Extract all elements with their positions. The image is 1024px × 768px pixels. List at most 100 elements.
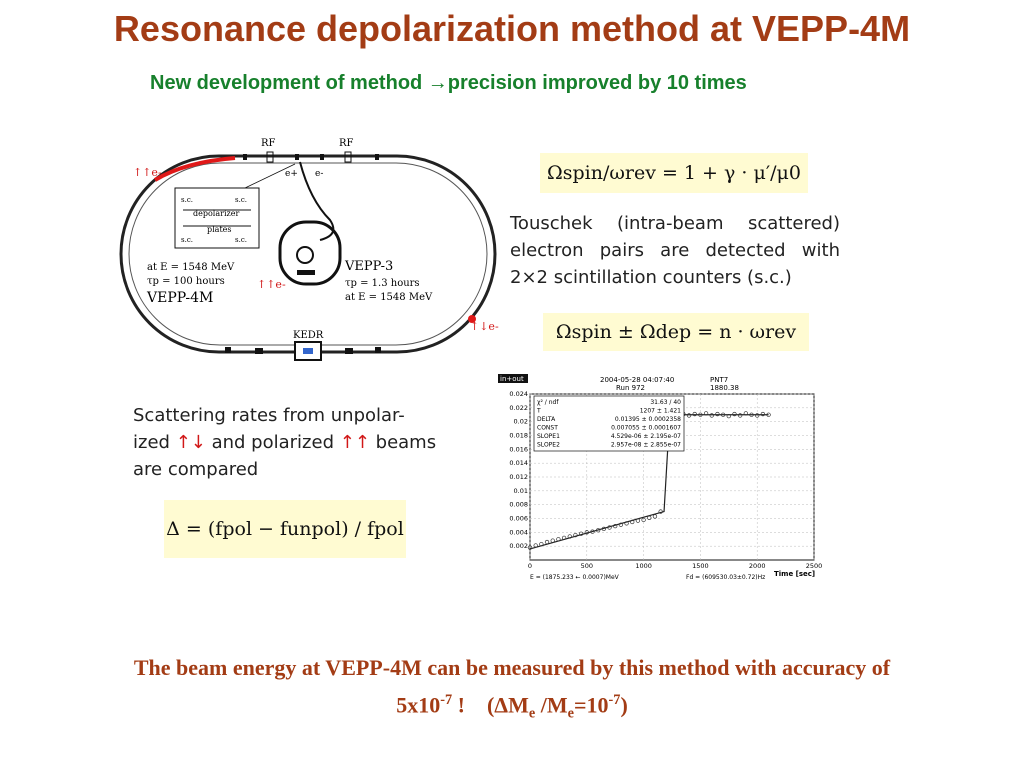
y-tick-label: 0.022	[509, 404, 528, 412]
data-point	[732, 411, 737, 417]
vepp4m-tau: τp = 100 hours	[147, 276, 225, 287]
data-point	[556, 537, 561, 542]
plot-id: PNT7	[710, 376, 728, 384]
data-point	[618, 522, 624, 527]
vepp3-ring	[278, 220, 342, 286]
ratio-exponent: -7	[608, 692, 621, 708]
scattering-text-c: beams are compared	[133, 432, 437, 480]
slide-subtitle: New development of method →precision imp…	[150, 72, 747, 94]
data-point	[635, 518, 641, 523]
data-point	[647, 515, 652, 520]
sc-label: s.c.	[235, 196, 247, 204]
data-point	[686, 413, 692, 418]
data-point	[596, 528, 601, 533]
accuracy-exponent: -7	[440, 692, 453, 708]
beam-right-label: ↑↓e-	[470, 320, 499, 333]
slide-title: Resonance depolarization method at VEPP-…	[113, 8, 911, 49]
data-point	[539, 541, 544, 547]
y-tick-label: 0.014	[509, 459, 528, 467]
spin-tune-formula: Ωspin/ωrev = 1 + γ · μ′/μ0	[540, 153, 808, 193]
y-tick-label: 0.002	[509, 542, 528, 550]
electron-label: e-	[315, 169, 323, 179]
plot-footer-right: Fd = (609530.03±0.72)Hz	[686, 574, 765, 581]
y-tick-label: 0.016	[509, 445, 528, 453]
depolarization-plot: in+out 2004-05-28 04:07:40 Run 972 PNT7 …	[496, 372, 826, 582]
data-point	[624, 521, 629, 526]
ratio-eq: =10	[573, 692, 609, 718]
data-point	[550, 538, 555, 543]
sc-label: s.c.	[181, 196, 193, 204]
ratio-sub-2: e	[567, 705, 574, 722]
accelerator-diagram: RF RF e+ e- VEPP-3 τp = 1.3 hours at E =…	[119, 138, 499, 361]
stats-value: 31.63 / 40	[650, 399, 681, 406]
beam-mid-label: ↑↑e-	[257, 278, 286, 291]
stats-key: CONST	[537, 425, 558, 432]
data-point	[726, 413, 731, 419]
kedr-label: KEDR	[293, 330, 324, 341]
stats-key: χ² / ndf	[537, 399, 559, 406]
scattering-text-a: Scattering rates from unpolar-ized	[133, 405, 405, 453]
ratio-close: )	[620, 692, 628, 718]
data-point	[766, 412, 771, 417]
data-point	[703, 411, 709, 416]
data-point	[760, 411, 766, 417]
data-point	[584, 530, 589, 535]
plot-run: Run 972	[616, 384, 645, 392]
plates-label: plates	[207, 225, 232, 234]
polarized-beam-arc	[153, 156, 236, 182]
data-point	[601, 526, 606, 532]
data-point	[578, 531, 584, 536]
resonance-condition-formula: Ωspin ± Ωdep = n · ωrev	[543, 313, 809, 351]
vepp3-name: VEPP-3	[344, 259, 393, 274]
scattering-note: Scattering rates from unpolar-ized ↑↓ an…	[133, 402, 438, 483]
data-point	[658, 509, 663, 514]
data-point	[607, 525, 612, 530]
data-point	[630, 519, 635, 525]
plot-footer-left: E = (1875.233 ← 0.0007)MeV	[530, 574, 620, 581]
vepp4m-name: VEPP-4M	[146, 290, 213, 306]
data-point	[749, 412, 754, 417]
data-point	[738, 413, 743, 418]
y-tick-label: 0.006	[509, 515, 528, 523]
plot-id-value: 1880.38	[710, 384, 739, 392]
stats-value: 4.529e-06 ± 2.195e-07	[611, 433, 681, 440]
data-point	[567, 534, 572, 539]
x-tick-label: 0	[528, 562, 532, 570]
y-tick-label: 0.012	[509, 473, 528, 481]
rf-left-label: RF	[261, 138, 276, 149]
sc-label: s.c.	[181, 236, 193, 244]
rf-right-label: RF	[339, 138, 354, 149]
y-tick-label: 0.018	[509, 432, 528, 440]
data-point	[533, 543, 538, 548]
conclusion-line2: 5x10-7 ! (ΔMe /Me=10-7)	[0, 684, 1024, 730]
plot-xlabel: Time [sec]	[774, 570, 815, 578]
sc-label: s.c.	[235, 236, 247, 244]
vepp3-tau: τp = 1.3 hours	[345, 278, 420, 289]
beam-upper-label: ↑↑e-	[133, 166, 162, 179]
x-tick-label: 1000	[635, 562, 652, 570]
data-point	[743, 411, 748, 416]
data-point	[590, 529, 595, 534]
y-tick-label: 0.004	[509, 528, 528, 536]
stats-value: 2.957e-08 ± 2.855e-07	[611, 442, 681, 449]
x-tick-label: 2000	[749, 562, 766, 570]
depolarizer-label: depolarizer	[193, 209, 239, 218]
data-point	[544, 539, 550, 545]
y-tick-label: 0.01	[514, 487, 528, 495]
depolarizer-box	[174, 187, 260, 249]
data-point	[573, 532, 578, 538]
y-tick-label: 0.008	[509, 501, 528, 509]
data-point	[715, 411, 720, 417]
conclusion-text: The beam energy at VEPP-4M can be measur…	[0, 652, 1024, 730]
ratio-open: (ΔM	[486, 692, 529, 718]
stats-key: T	[536, 408, 541, 415]
x-tick-label: 2500	[806, 562, 823, 570]
unpolarized-arrow: ↑↓	[175, 432, 206, 453]
data-point	[561, 535, 567, 541]
y-tick-label: 0.024	[509, 390, 528, 398]
data-point	[652, 514, 658, 519]
data-point	[755, 413, 760, 418]
ratio-slash: /M	[535, 692, 568, 718]
x-tick-label: 1500	[692, 562, 709, 570]
stats-key: SLOPE1	[537, 433, 560, 440]
